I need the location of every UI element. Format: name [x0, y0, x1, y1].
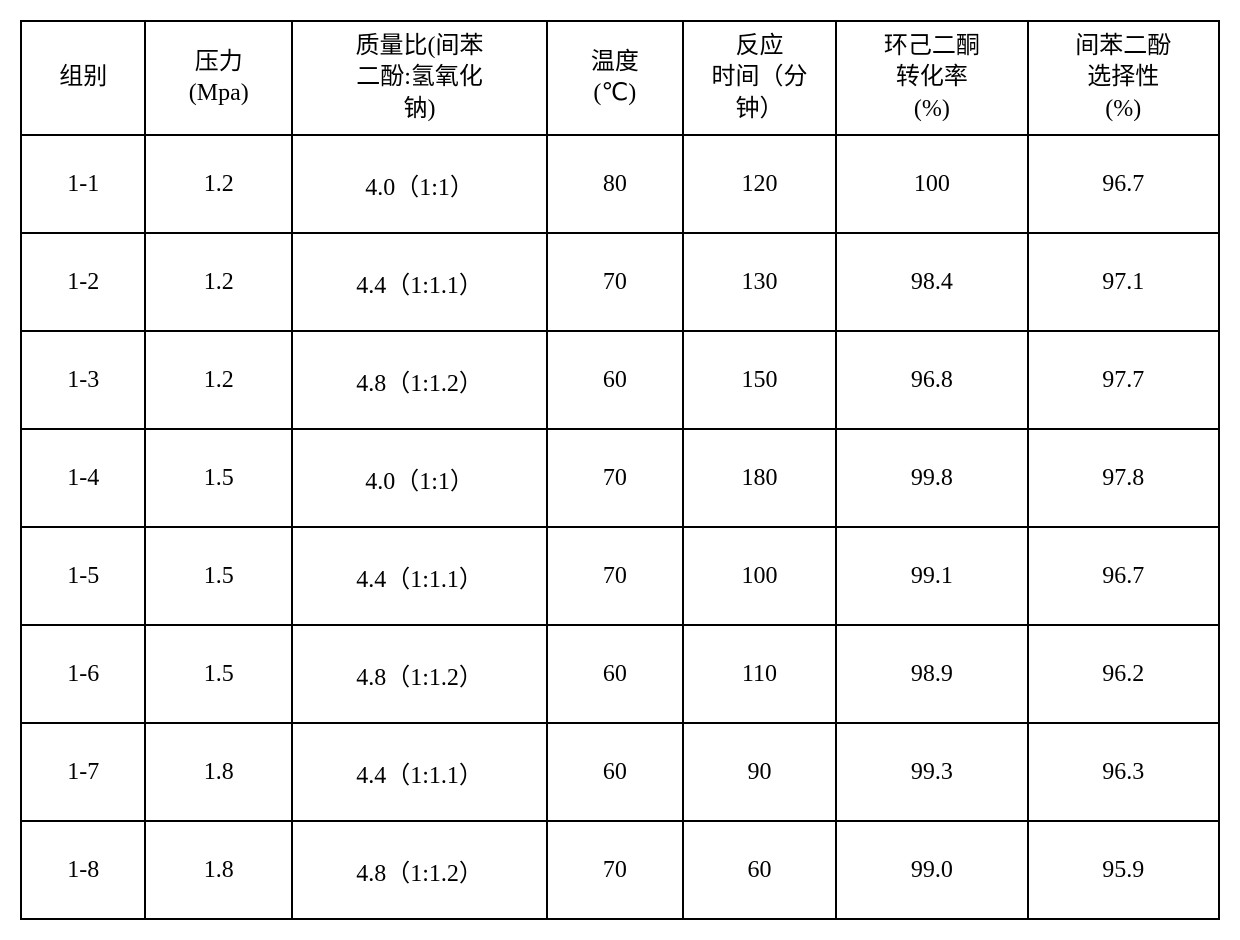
cell: 1-7 — [21, 723, 145, 821]
cell: 4.4（1:1.1） — [292, 233, 547, 331]
header-cell-reaction-time: 反应时间（分钟） — [683, 21, 837, 135]
cell: 95.9 — [1028, 821, 1219, 919]
cell: 96.7 — [1028, 135, 1219, 233]
table-row: 1-2 1.2 4.4（1:1.1） 70 130 98.4 97.1 — [21, 233, 1219, 331]
cell: 4.0（1:1） — [292, 429, 547, 527]
header-cell-group: 组别 — [21, 21, 145, 135]
cell: 1.5 — [145, 429, 292, 527]
cell: 1.5 — [145, 527, 292, 625]
cell: 150 — [683, 331, 837, 429]
cell: 99.0 — [836, 821, 1027, 919]
cell: 97.8 — [1028, 429, 1219, 527]
header-cell-selectivity: 间苯二酚选择性(%) — [1028, 21, 1219, 135]
cell: 110 — [683, 625, 837, 723]
cell: 100 — [836, 135, 1027, 233]
cell: 4.8（1:1.2） — [292, 625, 547, 723]
cell: 60 — [547, 625, 683, 723]
cell: 70 — [547, 233, 683, 331]
cell: 70 — [547, 429, 683, 527]
cell: 98.9 — [836, 625, 1027, 723]
cell: 96.7 — [1028, 527, 1219, 625]
cell: 96.2 — [1028, 625, 1219, 723]
cell: 96.8 — [836, 331, 1027, 429]
cell: 130 — [683, 233, 837, 331]
cell: 99.8 — [836, 429, 1027, 527]
cell: 120 — [683, 135, 837, 233]
cell: 60 — [683, 821, 837, 919]
cell: 1-3 — [21, 331, 145, 429]
cell: 1-6 — [21, 625, 145, 723]
cell: 4.8（1:1.2） — [292, 331, 547, 429]
table-row: 1-4 1.5 4.0（1:1） 70 180 99.8 97.8 — [21, 429, 1219, 527]
cell: 1.8 — [145, 723, 292, 821]
cell: 60 — [547, 331, 683, 429]
cell: 70 — [547, 527, 683, 625]
cell: 100 — [683, 527, 837, 625]
cell: 98.4 — [836, 233, 1027, 331]
header-cell-conversion: 环己二酮转化率(%) — [836, 21, 1027, 135]
cell: 60 — [547, 723, 683, 821]
cell: 97.7 — [1028, 331, 1219, 429]
cell: 1-1 — [21, 135, 145, 233]
cell: 1-2 — [21, 233, 145, 331]
cell: 1.8 — [145, 821, 292, 919]
header-cell-pressure: 压力(Mpa) — [145, 21, 292, 135]
table-row: 1-1 1.2 4.0（1:1） 80 120 100 96.7 — [21, 135, 1219, 233]
cell: 1.2 — [145, 233, 292, 331]
cell: 1-4 — [21, 429, 145, 527]
table-row: 1-7 1.8 4.4（1:1.1） 60 90 99.3 96.3 — [21, 723, 1219, 821]
cell: 96.3 — [1028, 723, 1219, 821]
table-row: 1-8 1.8 4.8（1:1.2） 70 60 99.0 95.9 — [21, 821, 1219, 919]
cell: 99.1 — [836, 527, 1027, 625]
cell: 180 — [683, 429, 837, 527]
header-cell-temperature: 温度(℃) — [547, 21, 683, 135]
cell: 1.5 — [145, 625, 292, 723]
cell: 1.2 — [145, 331, 292, 429]
cell: 4.8（1:1.2） — [292, 821, 547, 919]
cell: 4.0（1:1） — [292, 135, 547, 233]
table-body: 1-1 1.2 4.0（1:1） 80 120 100 96.7 1-2 1.2… — [21, 135, 1219, 919]
cell: 4.4（1:1.1） — [292, 723, 547, 821]
table-row: 1-6 1.5 4.8（1:1.2） 60 110 98.9 96.2 — [21, 625, 1219, 723]
data-table: 组别 压力(Mpa) 质量比(间苯二酚:氢氧化钠) 温度(℃) 反应时间（分钟）… — [20, 20, 1220, 920]
cell: 1-5 — [21, 527, 145, 625]
header-cell-mass-ratio: 质量比(间苯二酚:氢氧化钠) — [292, 21, 547, 135]
cell: 90 — [683, 723, 837, 821]
table-row: 1-3 1.2 4.8（1:1.2） 60 150 96.8 97.7 — [21, 331, 1219, 429]
table-row: 1-5 1.5 4.4（1:1.1） 70 100 99.1 96.7 — [21, 527, 1219, 625]
cell: 97.1 — [1028, 233, 1219, 331]
cell: 99.3 — [836, 723, 1027, 821]
cell: 70 — [547, 821, 683, 919]
cell: 80 — [547, 135, 683, 233]
cell: 4.4（1:1.1） — [292, 527, 547, 625]
cell: 1-8 — [21, 821, 145, 919]
cell: 1.2 — [145, 135, 292, 233]
header-row: 组别 压力(Mpa) 质量比(间苯二酚:氢氧化钠) 温度(℃) 反应时间（分钟）… — [21, 21, 1219, 135]
